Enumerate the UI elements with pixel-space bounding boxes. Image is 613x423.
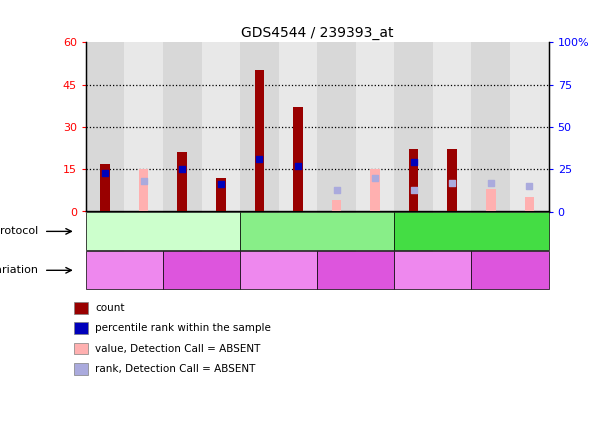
Text: percentile rank within the sample: percentile rank within the sample xyxy=(96,323,272,333)
Point xyxy=(370,174,380,181)
Bar xyxy=(510,42,549,212)
Point xyxy=(409,186,419,193)
Bar xyxy=(525,198,534,212)
Bar xyxy=(279,42,318,212)
Bar xyxy=(370,169,380,212)
Bar xyxy=(409,149,419,212)
Bar xyxy=(293,107,303,212)
Point xyxy=(447,179,457,186)
Bar xyxy=(163,42,202,212)
Text: GRK2: GRK2 xyxy=(109,265,140,275)
Title: GDS4544 / 239393_at: GDS4544 / 239393_at xyxy=(241,26,394,40)
Bar xyxy=(101,164,110,212)
Point xyxy=(332,186,341,193)
Point xyxy=(525,183,535,190)
Bar xyxy=(447,149,457,212)
Text: GRK2-K220R: GRK2-K220R xyxy=(170,265,233,275)
Bar xyxy=(394,42,433,212)
Bar xyxy=(74,363,88,375)
Text: GRK2-K220R: GRK2-K220R xyxy=(325,265,387,275)
Bar xyxy=(86,42,124,212)
Bar xyxy=(177,152,187,212)
Bar xyxy=(318,42,356,212)
Point xyxy=(139,178,148,184)
Bar xyxy=(240,42,279,212)
Bar xyxy=(486,189,495,212)
Text: cultured: cultured xyxy=(143,226,183,236)
Text: re-cultured after NOD.Scid
expansion: re-cultured after NOD.Scid expansion xyxy=(407,220,536,242)
Point xyxy=(409,159,419,166)
Bar xyxy=(471,42,510,212)
Bar xyxy=(74,302,88,314)
Text: rank, Detection Call = ABSENT: rank, Detection Call = ABSENT xyxy=(96,364,256,374)
Bar xyxy=(254,71,264,212)
Text: GRK2: GRK2 xyxy=(264,265,294,275)
Text: count: count xyxy=(96,303,125,313)
Bar xyxy=(202,42,240,212)
Bar xyxy=(124,42,163,212)
Point xyxy=(486,179,496,186)
Text: NOD.Scid mouse-expanded: NOD.Scid mouse-expanded xyxy=(250,226,384,236)
Text: value, Detection Call = ABSENT: value, Detection Call = ABSENT xyxy=(96,343,261,354)
Point xyxy=(254,156,264,162)
Bar xyxy=(216,178,226,212)
Bar xyxy=(356,42,394,212)
Text: GRK2-K220R: GRK2-K220R xyxy=(479,265,541,275)
Bar xyxy=(433,42,471,212)
Bar xyxy=(139,169,148,212)
Point xyxy=(216,181,226,188)
Point xyxy=(293,162,303,169)
Text: genotype/variation: genotype/variation xyxy=(0,265,38,275)
Text: protocol: protocol xyxy=(0,226,38,236)
Text: GRK2: GRK2 xyxy=(417,265,448,275)
Bar xyxy=(74,343,88,354)
Bar xyxy=(74,322,88,334)
Point xyxy=(100,169,110,176)
Point xyxy=(177,166,187,173)
Bar xyxy=(332,200,341,212)
